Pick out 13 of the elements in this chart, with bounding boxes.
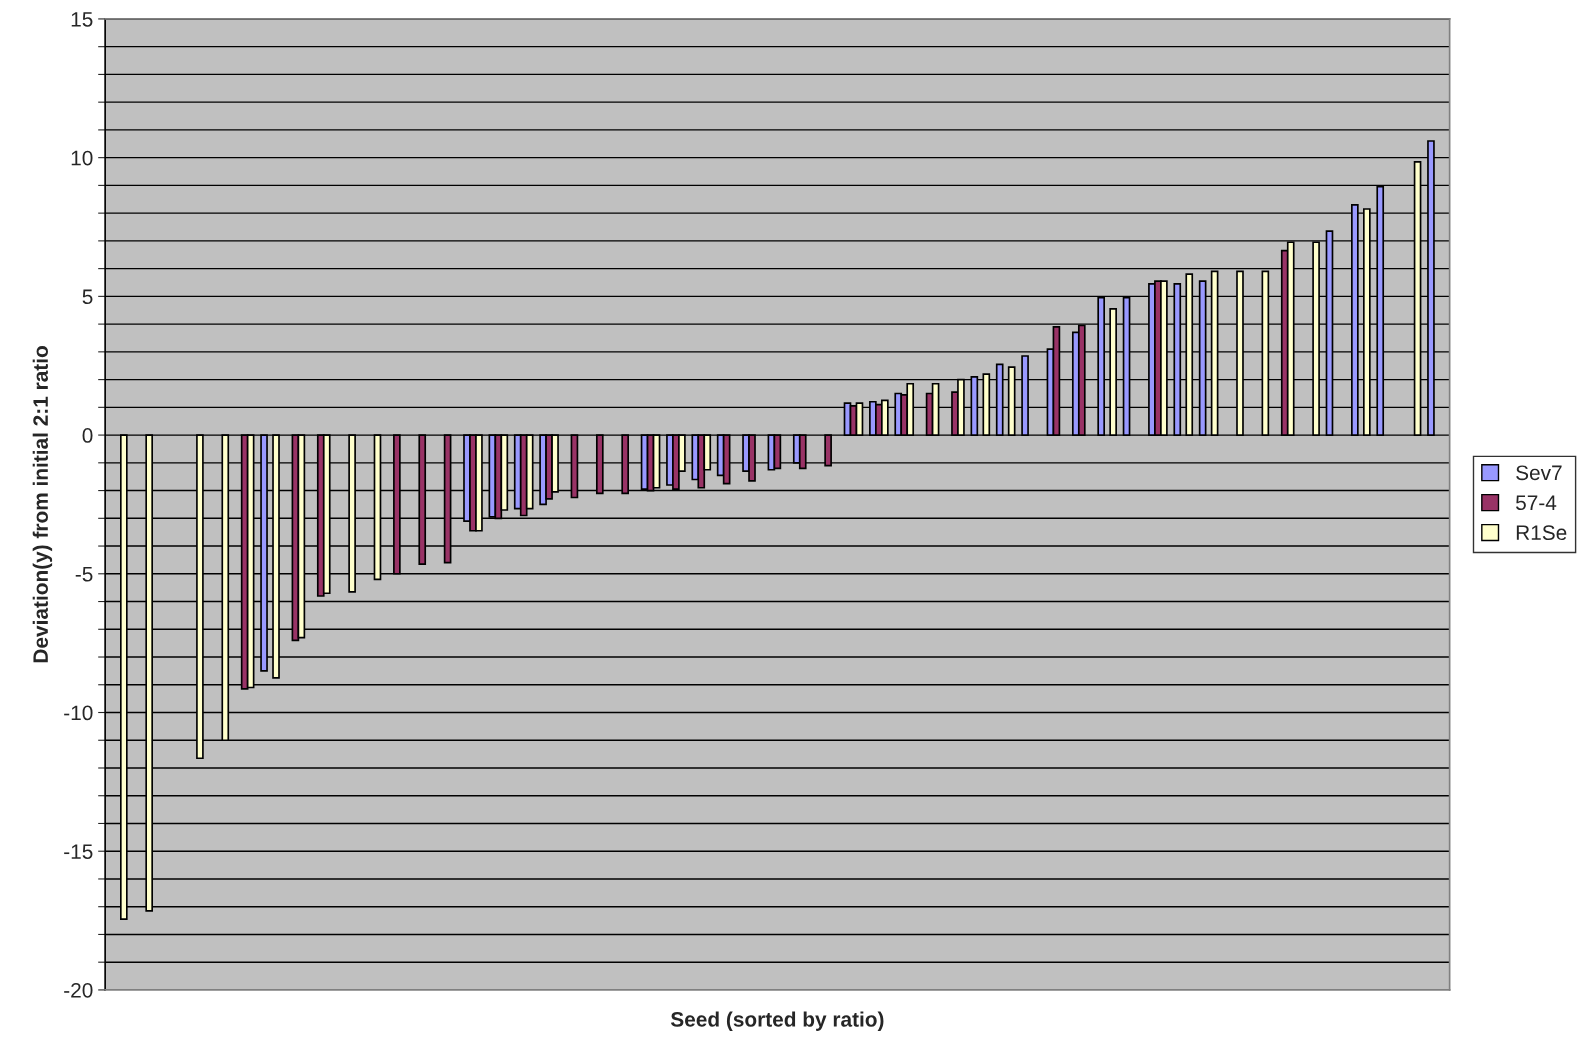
y-axis-title: Deviation(y) from initial 2:1 ratio — [32, 346, 53, 663]
y-tick-label: -5 — [75, 567, 93, 582]
y-tick-label: 0 — [82, 428, 93, 443]
y-tick-label: -10 — [64, 705, 93, 721]
y-tick-label: 10 — [71, 150, 93, 166]
x-axis-title: Seed (sorted by ratio) — [670, 1011, 884, 1031]
y-tick-label: 15 — [71, 12, 93, 27]
y-tick-label: -20 — [64, 982, 93, 998]
legend-label: Sev7 — [1516, 465, 1562, 481]
y-tick-label: -15 — [64, 844, 93, 859]
y-tick-label: 5 — [82, 289, 93, 305]
legend-label: R1Se — [1516, 525, 1567, 541]
legend-label: 57-4 — [1515, 495, 1557, 511]
